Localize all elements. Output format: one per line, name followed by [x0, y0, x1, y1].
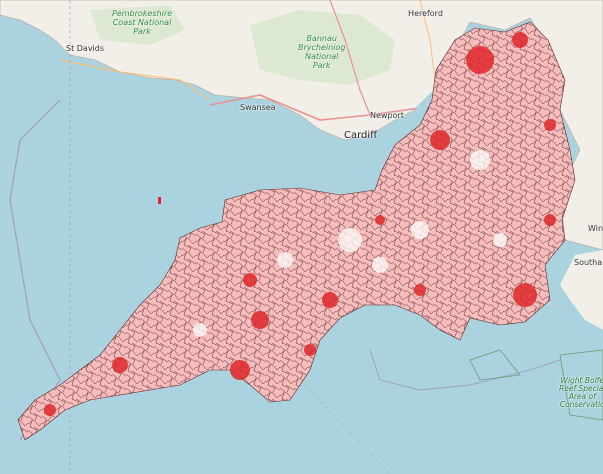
label-swansea: Swansea [240, 103, 276, 112]
choropleth-southwest [17, 21, 576, 441]
choropleth-lightareas [193, 150, 507, 337]
label-cardiff: Cardiff [344, 130, 378, 141]
park-bannau [250, 10, 395, 85]
label-southa: Southa [574, 258, 603, 267]
land-wales [0, 0, 603, 251]
label-wight: Wight Bolfe Reef Special Area of Conserv… [559, 376, 603, 409]
land-southeast [560, 250, 603, 330]
label-win: Win [588, 224, 603, 233]
label-pembrokeshire: Pembrokeshire Coast National Park [112, 9, 173, 36]
label-bannau: Bannau Brycheiniog National Park [298, 34, 346, 70]
park-pembrokeshire [90, 5, 185, 45]
label-newport: Newport [370, 111, 404, 120]
choropleth-hotspots [44, 32, 556, 416]
label-hereford: Hereford [408, 9, 443, 18]
label-st-davids: St Davids [66, 44, 105, 53]
